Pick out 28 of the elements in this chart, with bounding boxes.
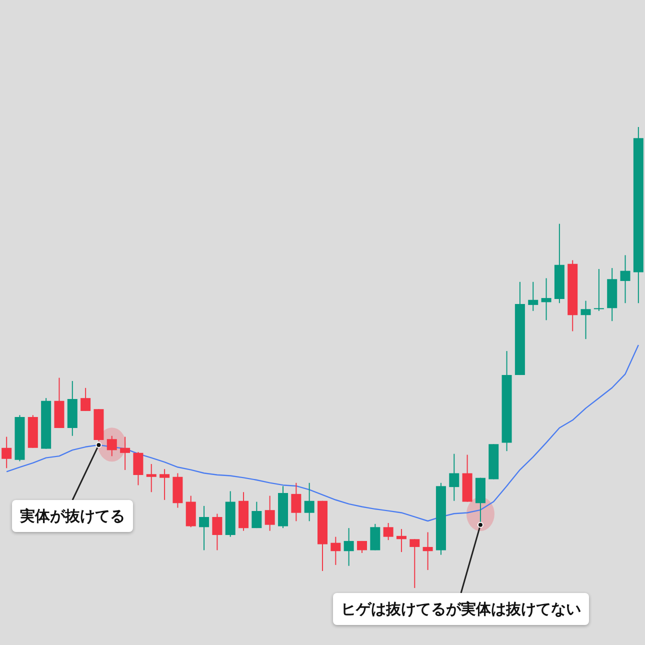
candlestick	[264, 495, 275, 532]
annotation: 実体が抜けてる	[12, 500, 133, 532]
candlestick	[410, 538, 420, 588]
candlestick	[199, 505, 210, 551]
candlestick	[396, 528, 406, 553]
candlestick	[330, 536, 341, 566]
candlestick	[160, 468, 170, 500]
candlestick	[528, 281, 538, 312]
candlestick	[449, 453, 460, 502]
candlestick	[383, 522, 394, 541]
candlestick	[620, 254, 630, 304]
text: ヒゲは抜けてるが実体は抜けてない	[333, 593, 589, 625]
candlestick	[252, 501, 262, 529]
candlestick	[80, 387, 91, 412]
candlestick	[146, 463, 156, 493]
candlestick	[344, 528, 354, 566]
candlestick	[594, 268, 604, 312]
candlestick	[541, 278, 552, 321]
candlestick	[291, 482, 302, 522]
candlestick	[120, 436, 130, 470]
candlestick	[422, 532, 433, 571]
candlestick	[370, 523, 380, 551]
candlestick	[212, 513, 222, 551]
candlestick	[106, 435, 117, 457]
candlestick	[304, 482, 314, 522]
candlestick	[2, 436, 12, 469]
candlestick	[580, 300, 591, 340]
candlestick	[133, 452, 144, 486]
